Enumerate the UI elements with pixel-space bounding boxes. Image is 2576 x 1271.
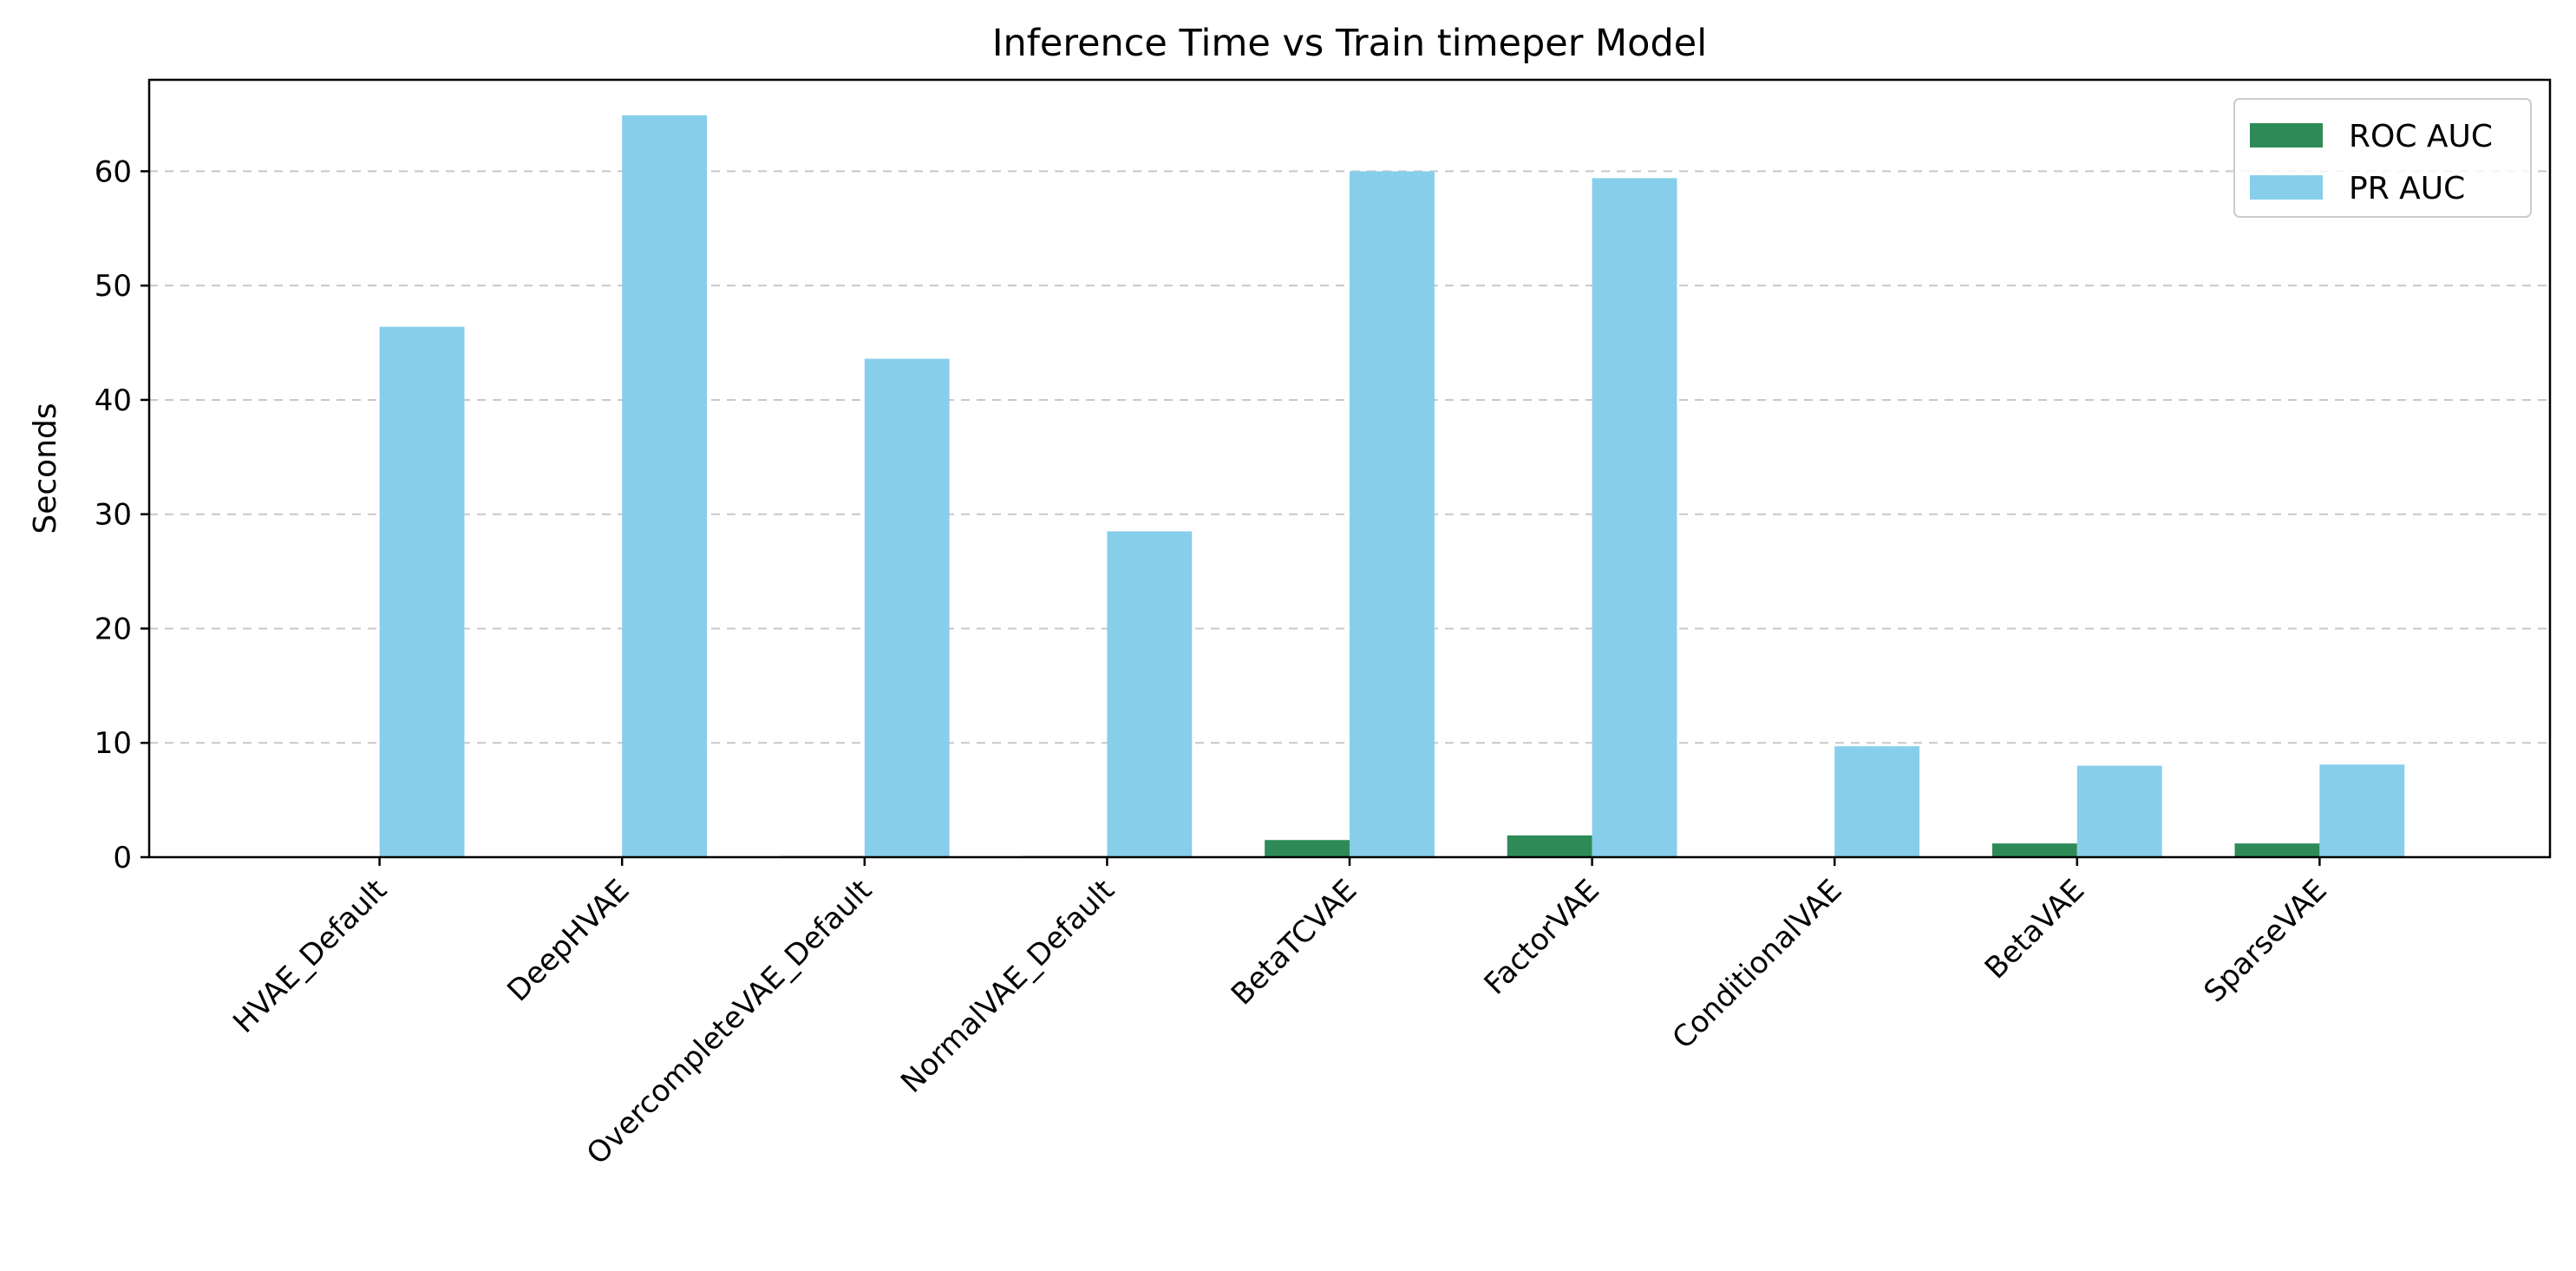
- bar-pr-auc-hvae_default: [379, 326, 465, 857]
- bar-pr-auc-deephvae: [622, 115, 708, 858]
- bar-pr-auc-normalvae_default: [1107, 531, 1193, 857]
- y-tick-label: 20: [95, 612, 132, 646]
- bar-roc-auc-betavae: [1991, 843, 2077, 857]
- bar-pr-auc-overcompletevae_default: [864, 358, 950, 858]
- legend-label-roc-auc: ROC AUC: [2349, 119, 2493, 154]
- grid-layer: [149, 170, 2550, 744]
- y-tick-label: 30: [95, 498, 132, 533]
- bar-pr-auc-betavae: [2076, 765, 2162, 857]
- bar-pr-auc-sparsevae: [2319, 764, 2405, 857]
- bar-roc-auc-sparsevae: [2234, 843, 2320, 857]
- legend-label-pr-auc: PR AUC: [2349, 171, 2465, 206]
- y-tick-label: 40: [95, 383, 132, 418]
- legend: ROC AUC PR AUC: [2233, 98, 2532, 218]
- bar-pr-auc-conditionalvae: [1834, 746, 1920, 857]
- legend-swatch-roc-auc: [2250, 123, 2323, 147]
- y-tick-label: 0: [113, 841, 132, 875]
- y-tick-label: 10: [95, 726, 132, 761]
- y-tick-label: 50: [95, 269, 132, 304]
- y-tick-label: 60: [95, 154, 132, 189]
- y-axis-title: Seconds: [28, 403, 63, 534]
- bar-pr-auc-betatcvae: [1350, 171, 1435, 858]
- chart-title: Inference Time vs Train timeper Model: [992, 22, 1707, 65]
- legend-swatch-pr-auc: [2250, 175, 2323, 200]
- y-axis: 0 10 20 30 40 50 60: [95, 154, 149, 875]
- bars-layer: [379, 115, 2405, 858]
- bar-pr-auc-factorvae: [1592, 178, 1677, 858]
- bar-roc-auc-betatcvae: [1265, 840, 1350, 857]
- bar-roc-auc-factorvae: [1507, 835, 1592, 857]
